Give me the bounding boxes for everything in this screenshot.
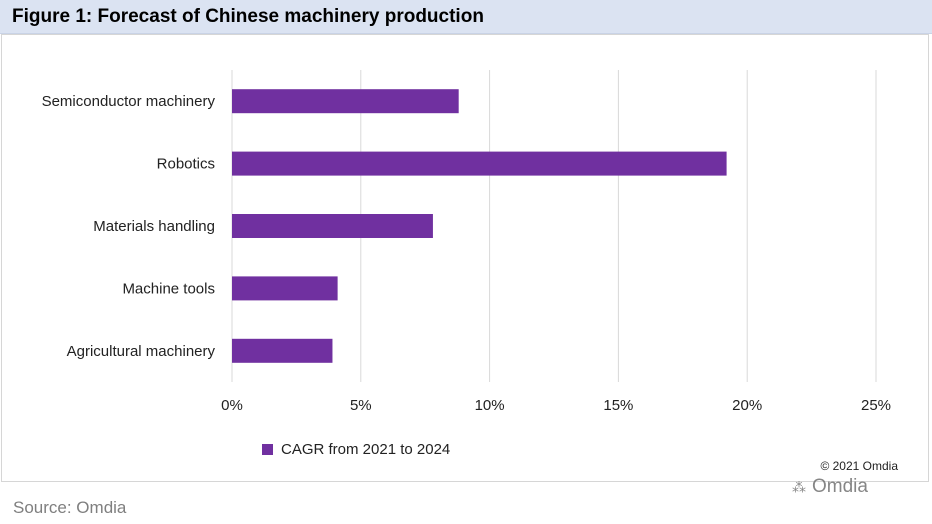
- wechat-icon: ⁂: [792, 478, 806, 495]
- legend-swatch: [262, 444, 273, 455]
- x-tick-label: 20%: [732, 397, 762, 414]
- x-tick-label: 10%: [475, 397, 505, 414]
- chart-frame: [1, 34, 929, 482]
- x-tick-label: 25%: [861, 397, 891, 414]
- bar: [232, 276, 338, 301]
- legend: CAGR from 2021 to 2024: [262, 441, 450, 458]
- x-tick-label: 0%: [221, 397, 243, 414]
- category-label: Robotics: [157, 156, 215, 173]
- bar: [232, 338, 333, 363]
- x-tick-label: 5%: [350, 397, 372, 414]
- bar: [232, 89, 459, 114]
- bar: [232, 214, 433, 238]
- title-bar: Figure 1: Forecast of Chinese machinery …: [0, 0, 932, 34]
- category-label: Materials handling: [93, 218, 215, 235]
- category-label: Agricultural machinery: [67, 343, 216, 360]
- source-note: Source: Omdia: [13, 498, 127, 517]
- chart-title: Figure 1: Forecast of Chinese machinery …: [12, 6, 484, 27]
- watermark-text: Omdia: [812, 476, 868, 497]
- category-label: Semiconductor machinery: [42, 93, 216, 110]
- category-label: Machine tools: [122, 280, 215, 297]
- bar: [232, 151, 727, 176]
- watermark: ⁂ Omdia: [792, 476, 868, 498]
- legend-label: CAGR from 2021 to 2024: [281, 441, 451, 458]
- copyright-text: © 2021 Omdia: [820, 459, 898, 473]
- x-tick-label: 15%: [603, 397, 633, 414]
